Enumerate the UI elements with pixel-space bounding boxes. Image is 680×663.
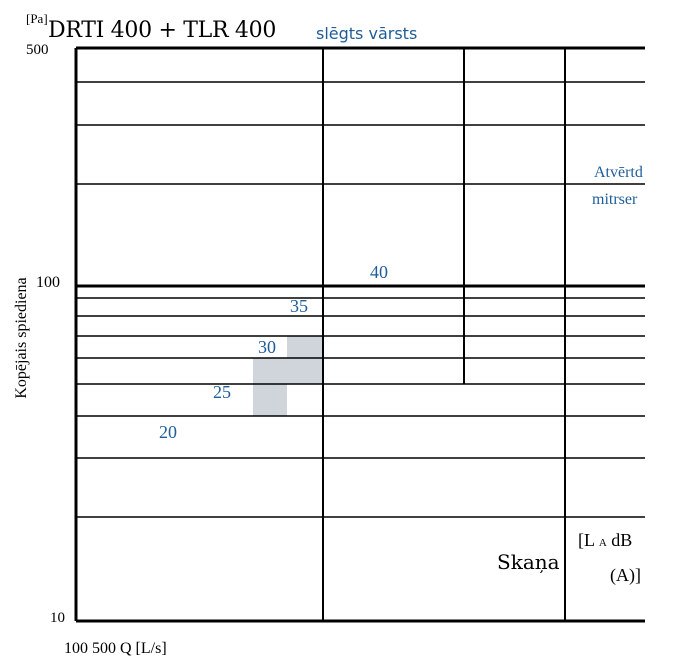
- open-damper-label-line1: Atvērtd: [594, 164, 643, 181]
- x-axis-label: 100 500 Q [L/s]: [64, 640, 167, 657]
- open-damper-label-line2: mitrser: [592, 191, 638, 208]
- y-unit-label: [Pa]: [26, 11, 48, 26]
- curve-label-30: 30: [258, 337, 276, 357]
- sound-unit-label: [L A dB: [578, 530, 633, 550]
- curve-labels: 20 25 30 35 40: [159, 262, 388, 442]
- header-bar: [0, 0, 680, 5]
- curve-label-25: 25: [213, 382, 231, 402]
- curve-label-40: 40: [370, 262, 388, 282]
- shaded-region: [253, 336, 323, 416]
- chart-subtitle: slēgts vārsts: [316, 24, 418, 43]
- y-tick-max: 500: [26, 42, 49, 58]
- y-tick-min: 10: [50, 610, 65, 626]
- curve-label-20: 20: [159, 422, 177, 442]
- shade-upper: [287, 336, 323, 384]
- sound-unit-label-2: (A)]: [610, 565, 641, 585]
- sound-label: Skaņa: [497, 550, 560, 574]
- y-tick-mid: 100: [36, 274, 60, 291]
- chart-title: DRTI 400 + TLR 400: [48, 18, 277, 43]
- grid-lines: [74, 46, 645, 623]
- shade-lower: [253, 358, 287, 416]
- curve-label-35: 35: [290, 296, 308, 316]
